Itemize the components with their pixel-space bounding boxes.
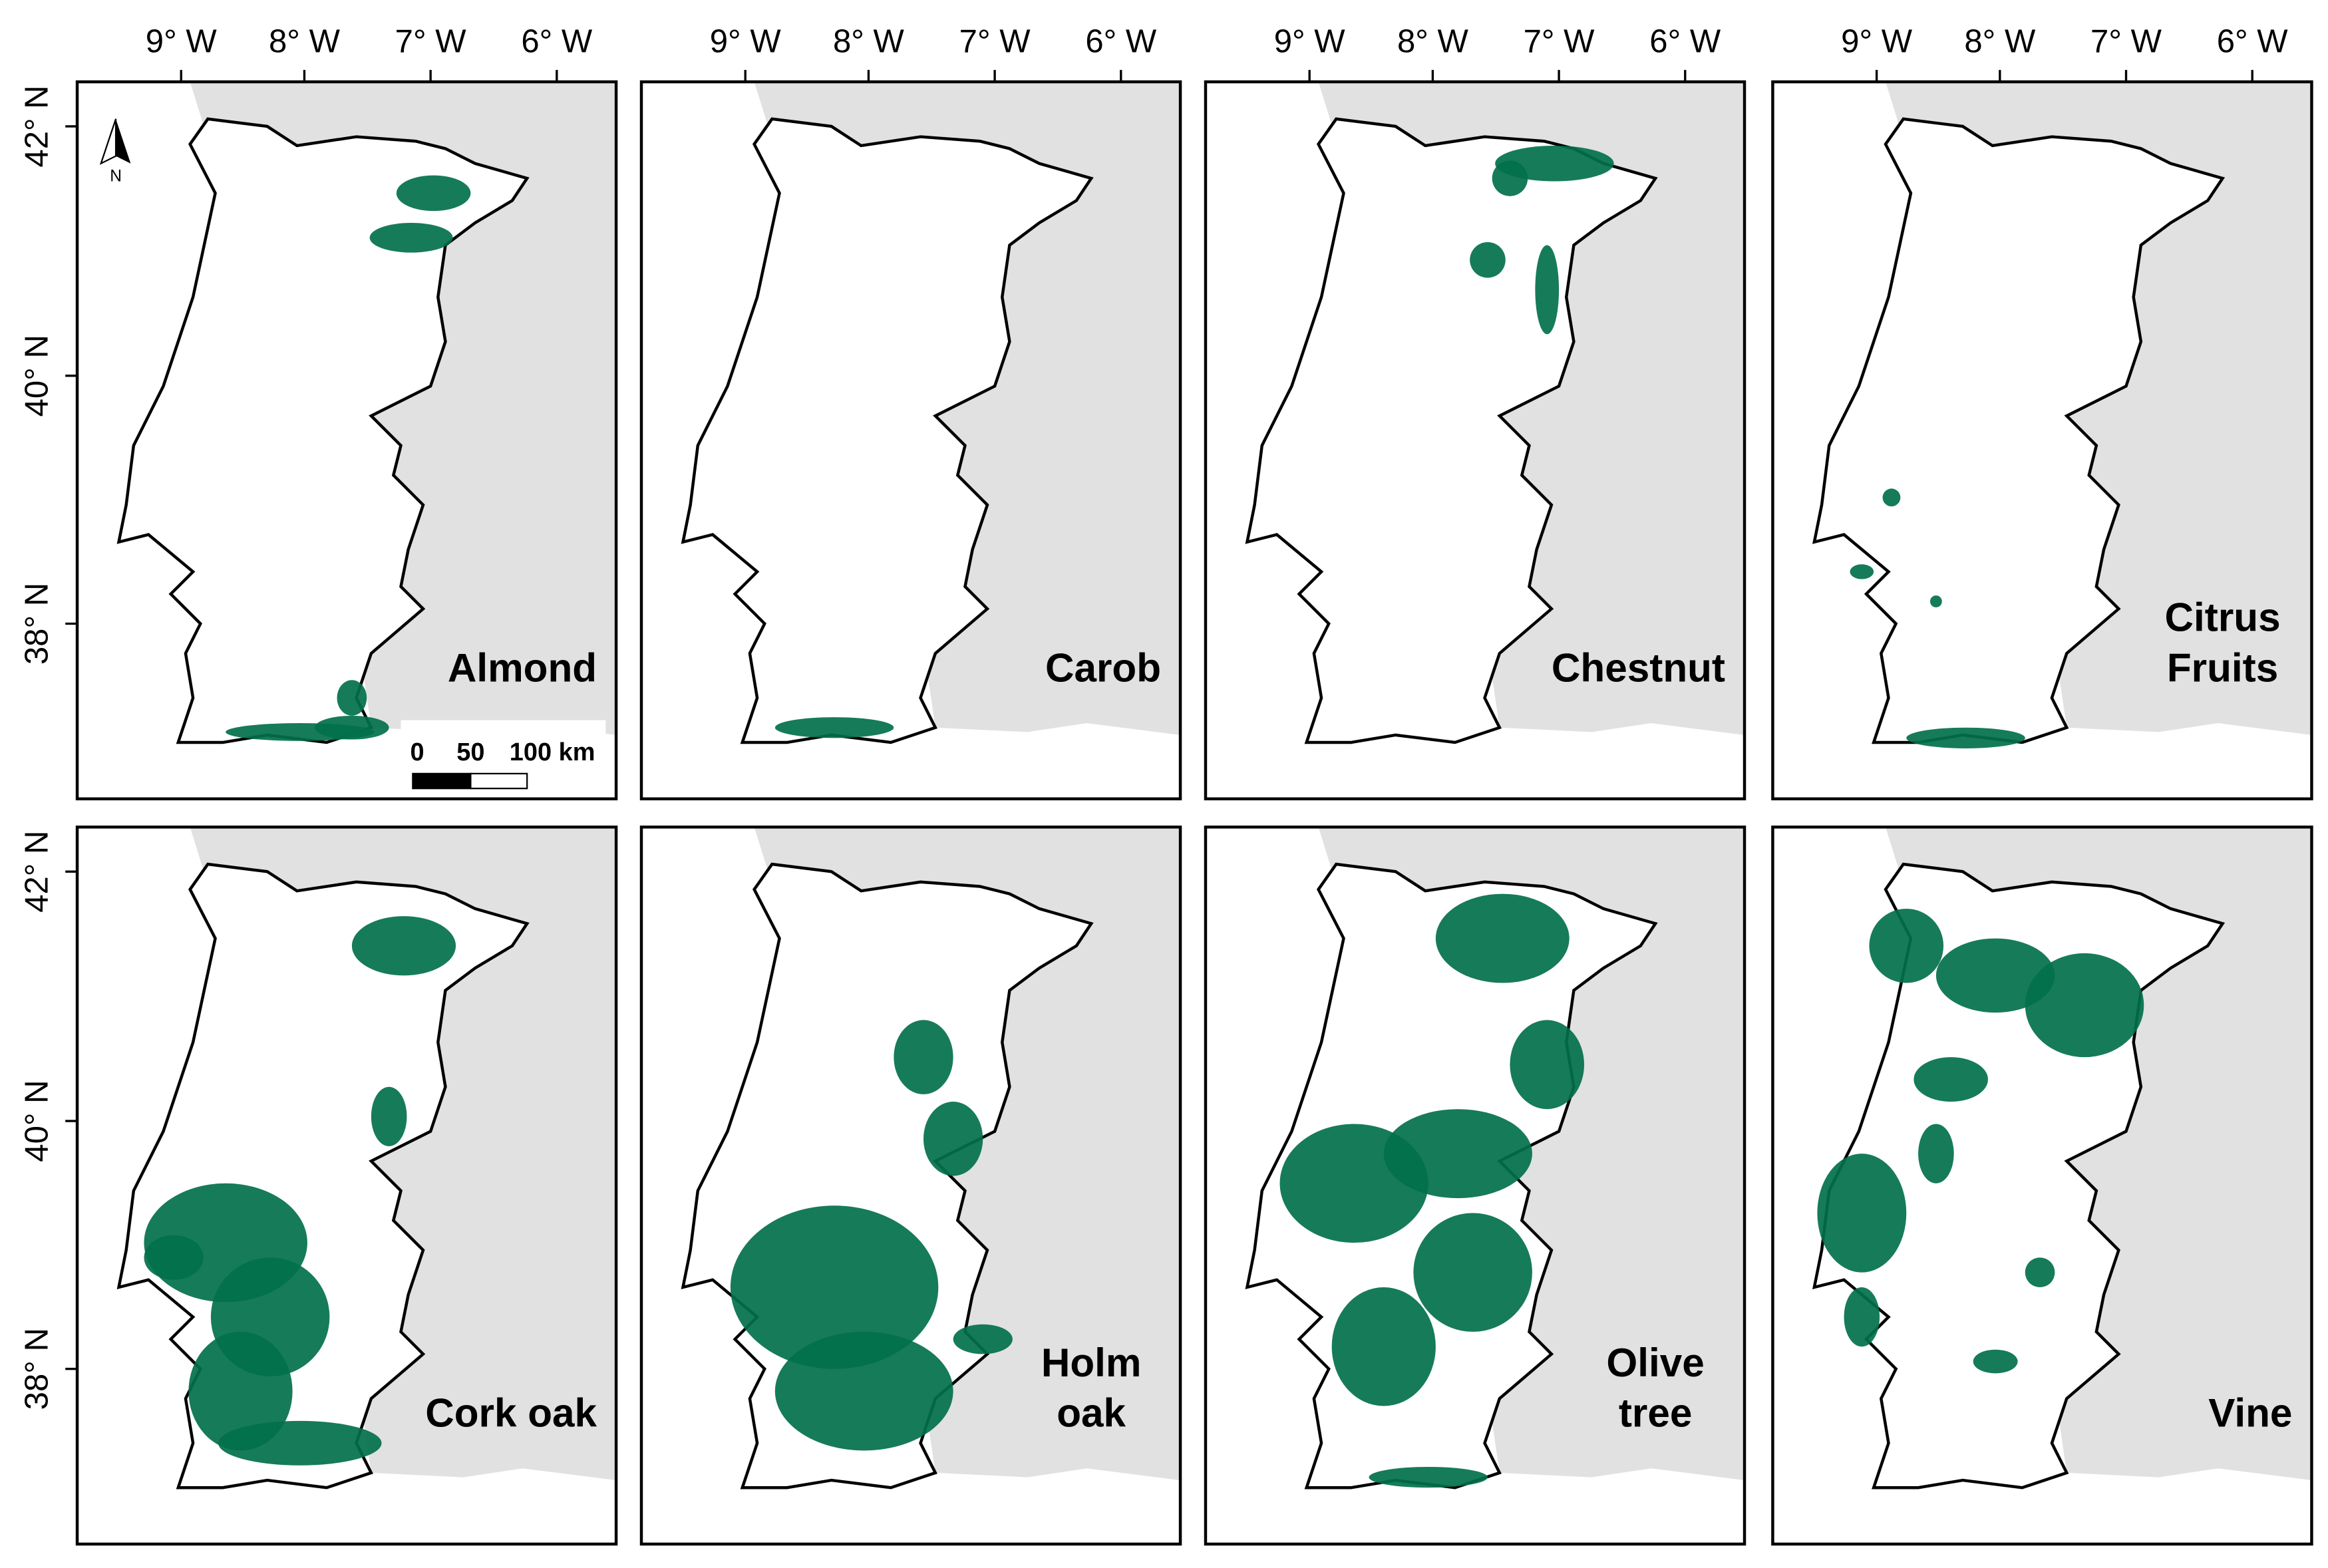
panel-label: Vine xyxy=(2208,1390,2292,1436)
species-distribution xyxy=(1973,1349,2018,1374)
panel-frame xyxy=(1771,825,2313,1546)
species-distribution xyxy=(1913,1057,1988,1102)
x-tick-label: 8° W xyxy=(833,23,905,59)
x-tick-label: 7° W xyxy=(959,23,1031,59)
x-tick-label: 6° W xyxy=(521,23,593,59)
portugal-outline xyxy=(1812,117,2226,744)
species-distribution xyxy=(1869,908,1944,983)
species-distribution xyxy=(1882,488,1901,507)
panel-label: Cork oak xyxy=(425,1390,597,1436)
y-tick-label: 42° N xyxy=(19,85,55,167)
species-distribution xyxy=(396,175,471,212)
x-tick-label: 9° W xyxy=(1841,23,1913,59)
species-distribution xyxy=(1918,1124,1954,1183)
species-distribution xyxy=(2025,1257,2055,1287)
x-tick-label: 9° W xyxy=(146,23,218,59)
y-tick-label: 38° N xyxy=(19,1328,55,1410)
species-distribution xyxy=(371,1086,407,1146)
map-panel: Almond 9° W 8° W 7° W 6° W 42° N 40° N 38° N N 0 5… xyxy=(19,23,618,801)
panel-label: Holm xyxy=(1041,1340,1142,1385)
scale-bar-label: 0 xyxy=(411,738,424,766)
scale-bar-white xyxy=(470,772,528,790)
scale-bar-label: 50 xyxy=(456,738,484,766)
species-distribution xyxy=(144,1235,204,1280)
y-tick-label: 38° N xyxy=(19,583,55,665)
panel-label: Citrus xyxy=(2165,595,2281,640)
x-tick-label: 9° W xyxy=(710,23,782,59)
map-panel: Cork oak 42° N 40° N 38° N xyxy=(19,825,618,1546)
map-panel: Carob 9° W 8° W 7° W 6° W xyxy=(639,23,1182,801)
panel-label: oak xyxy=(1057,1390,1126,1436)
x-tick-label: 6° W xyxy=(1649,23,1721,59)
x-tick-label: 7° W xyxy=(1524,23,1595,59)
species-distribution xyxy=(730,1205,939,1369)
panel-label: Almond xyxy=(448,645,597,691)
panel-label: Olive xyxy=(1606,1340,1704,1385)
scale-bar-label: 100 km xyxy=(510,738,595,766)
x-tick-label: 9° W xyxy=(1274,23,1346,59)
species-distribution xyxy=(1369,1466,1488,1488)
panel-label: Carob xyxy=(1045,645,1161,691)
panel-frame xyxy=(639,825,1182,1546)
species-distribution xyxy=(1492,160,1528,196)
panel-frame xyxy=(639,80,1182,801)
map-panel: Holm oak xyxy=(639,825,1182,1546)
panel-label: Chestnut xyxy=(1552,645,1725,691)
species-distribution xyxy=(1470,242,1506,278)
portugal-outline xyxy=(116,117,530,744)
y-tick-label: 40° N xyxy=(19,335,55,416)
species-distribution xyxy=(188,1331,293,1451)
x-tick-label: 8° W xyxy=(269,23,341,59)
map-panel: Citrus Fruits 9° W 8° W 7° W 6° W xyxy=(1771,23,2313,801)
panel-frame xyxy=(75,825,618,1546)
species-distribution xyxy=(923,1102,983,1176)
species-distribution xyxy=(1383,1109,1532,1199)
species-distribution xyxy=(1817,1154,1907,1273)
x-tick-label: 8° W xyxy=(1397,23,1469,59)
panel-label: Fruits xyxy=(2167,645,2278,691)
species-distribution xyxy=(1935,938,2055,1013)
species-distribution xyxy=(1929,595,1942,607)
x-tick-label: 8° W xyxy=(1964,23,2036,59)
species-distribution xyxy=(226,723,375,741)
species-distribution xyxy=(1331,1287,1436,1406)
species-distribution xyxy=(2025,953,2144,1058)
map-panel: Olive tree xyxy=(1204,825,1746,1546)
species-distribution xyxy=(351,916,456,976)
species-distribution xyxy=(1844,1287,1880,1347)
species-distribution xyxy=(218,1420,382,1466)
north-arrow xyxy=(116,118,131,164)
species-distribution xyxy=(953,1324,1013,1354)
panel-frame xyxy=(1771,80,2313,801)
panel-frame xyxy=(1204,825,1746,1546)
map-panel: Vine xyxy=(1771,825,2313,1546)
x-tick-label: 6° W xyxy=(1085,23,1157,59)
species-distribution xyxy=(1906,727,2025,748)
species-distribution xyxy=(774,717,894,738)
species-distribution xyxy=(1535,245,1560,335)
species-distribution xyxy=(1510,1020,1585,1110)
species-distribution xyxy=(1413,1213,1532,1332)
species-distribution xyxy=(369,222,453,253)
x-tick-label: 7° W xyxy=(2090,23,2162,59)
map-panel: Chestnut 9° W 8° W 7° W 6° W xyxy=(1204,23,1746,801)
species-distribution xyxy=(894,1020,953,1094)
species-distribution xyxy=(1850,564,1874,579)
species-distribution xyxy=(1435,893,1570,983)
x-tick-label: 7° W xyxy=(395,23,467,59)
panel-frame xyxy=(1204,80,1746,801)
scale-bar-black xyxy=(412,772,472,790)
species-distribution xyxy=(337,680,367,716)
species-distribution xyxy=(774,1331,953,1451)
panel-frame xyxy=(75,80,618,801)
x-tick-label: 6° W xyxy=(2217,23,2289,59)
portugal-outline xyxy=(681,117,1094,744)
panel-label: tree xyxy=(1619,1390,1693,1436)
y-tick-label: 42° N xyxy=(19,831,55,913)
y-tick-label: 40° N xyxy=(19,1080,55,1162)
north-label: N xyxy=(110,168,122,186)
